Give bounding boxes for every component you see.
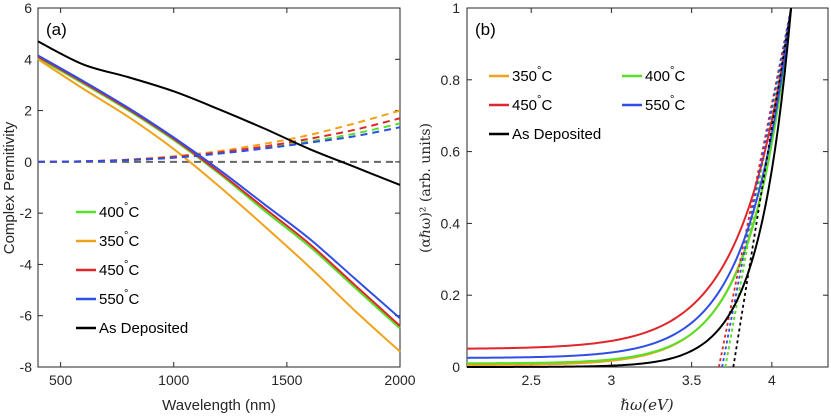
panel-a-y-tick-label: -2 <box>20 205 33 221</box>
panel-b-label: (b) <box>475 20 496 39</box>
panel-b-x-tick-label: 3 <box>608 372 616 388</box>
legend-label-as-deposited: As Deposited <box>512 126 601 143</box>
panel-a-x-tick-label: 2000 <box>384 372 415 388</box>
legend-label-450-c: 450°C <box>99 259 139 279</box>
legend-label-550-c: 550°C <box>645 94 685 114</box>
panel-a: 500 1000 1500 2000 -8 -6 -4 -2 0 2 4 6 (a) Waveleng… <box>1 0 416 414</box>
series-fit-line-as-deposited <box>732 7 792 368</box>
panel-b-series <box>466 7 793 368</box>
legend-label-400-c: 400°C <box>99 201 139 221</box>
panel-a-x-tick-label: 500 <box>49 372 73 388</box>
panel-a-y-tick-label: -8 <box>20 359 33 375</box>
panel-a-y-tick-label: 0 <box>24 154 32 170</box>
panel-b-y-tick-label: 1 <box>452 0 460 16</box>
panel-b-x-tick-label: 3.5 <box>682 372 702 388</box>
series-absorption-550-c <box>466 7 793 359</box>
panel-b-y-tick-label: 0.2 <box>441 287 461 303</box>
panel-b-ticks: 2.5 3 3.5 4 0 0.2 0.4 0.6 0.8 1 <box>441 0 828 388</box>
panel-b-x-tick-label: 4 <box>768 372 776 388</box>
panel-a-y-tick-label: 2 <box>24 103 32 119</box>
panel-a-y-tick-label: 6 <box>24 0 32 16</box>
legend-label-400-c: 400°C <box>645 65 685 85</box>
panel-a-label: (a) <box>46 20 67 39</box>
series-imag-550-c <box>37 126 401 163</box>
panel-a-y-axis-label: Complex Permitivity <box>1 121 18 254</box>
panel-b-y-axis-label: (αℏω)² (arb. units) <box>418 123 434 253</box>
panel-b-y-tick-label: 0.8 <box>441 72 461 88</box>
panel-a-legend: 400°C 350°C 450°C 550°C As Deposited <box>76 201 188 337</box>
series-imag-350-c <box>37 109 401 163</box>
series-absorption-400-c <box>466 7 793 365</box>
panel-a-x-tick-label: 1500 <box>271 372 302 388</box>
panel-a-x-tick-label: 1000 <box>158 372 189 388</box>
panel-b-x-tick-label: 2.5 <box>521 372 541 388</box>
series-fit-line-450-c <box>718 7 792 368</box>
panel-b-plot-area <box>466 7 829 368</box>
panel-a-ticks: 500 1000 1500 2000 -8 -6 -4 -2 0 2 4 6 <box>20 0 416 388</box>
panel-a-x-axis-label: Wavelength (nm) <box>162 397 276 414</box>
panel-a-y-tick-label: 4 <box>24 51 32 67</box>
series-real-450-c <box>37 55 401 327</box>
series-real-as-deposited <box>37 40 401 186</box>
series-absorption-as-deposited <box>466 7 793 368</box>
panel-b-legend: 350°C 400°C 450°C 550°C As Deposited <box>489 65 685 143</box>
panel-b-y-tick-label: 0.6 <box>441 144 461 160</box>
panel-b-y-tick-label: 0.4 <box>441 215 461 231</box>
series-fit-line-400-c <box>724 7 792 368</box>
series-imag-450-c <box>37 117 401 163</box>
panel-a-series <box>37 40 401 353</box>
panel-b-x-axis-label: ℏω(eV) <box>620 396 673 414</box>
panel-a-y-tick-label: -6 <box>20 308 33 324</box>
panel-b: 2.5 3 3.5 4 0 0.2 0.4 0.6 0.8 1 (b) ℏω(eV) (αℏω)²… <box>418 0 829 414</box>
legend-label-350-c: 350°C <box>512 65 552 85</box>
series-real-400-c <box>37 57 401 330</box>
series-absorption-450-c <box>466 7 793 350</box>
panel-b-y-tick-label: 0 <box>452 359 460 375</box>
legend-label-550-c: 550°C <box>99 288 139 308</box>
legend-label-350-c: 350°C <box>99 230 139 250</box>
series-real-550-c <box>37 54 401 320</box>
legend-label-as-deposited: As Deposited <box>99 320 188 337</box>
legend-label-450-c: 450°C <box>512 94 552 114</box>
series-real-350-c <box>37 58 401 353</box>
panel-a-y-tick-label: -4 <box>20 256 33 272</box>
